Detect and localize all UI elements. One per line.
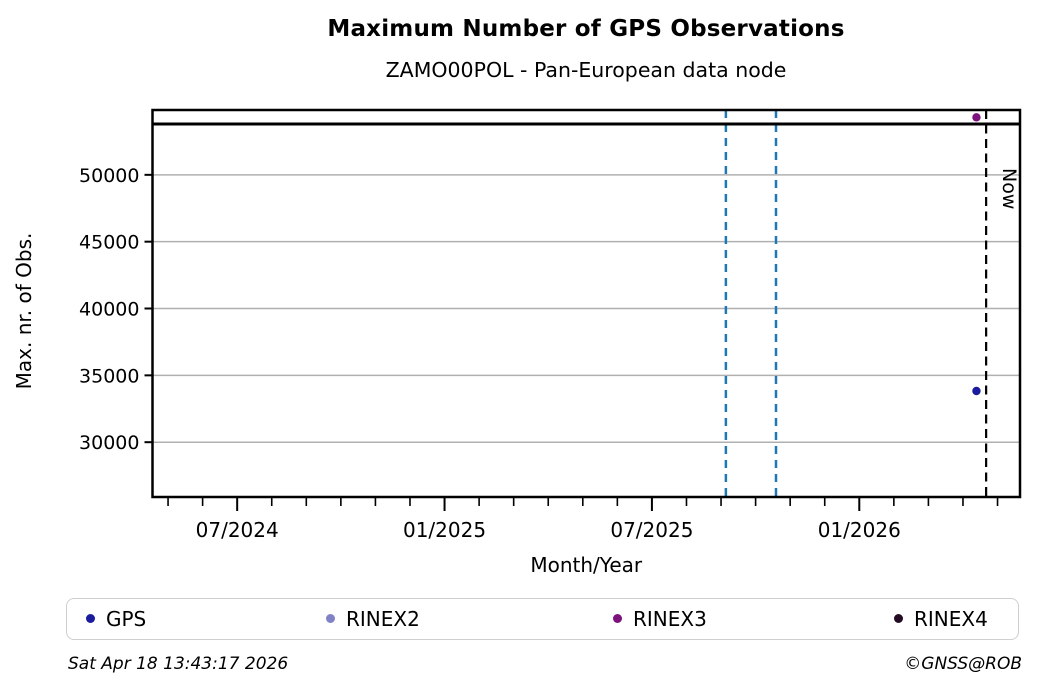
y-tick-label: 30000 <box>79 432 139 454</box>
rinex4-dot-icon <box>894 614 903 623</box>
chart-subtitle: ZAMO00POL - Pan-European data node <box>385 58 787 82</box>
x-tick-label: 01/2026 <box>818 518 901 542</box>
y-axis-label: Max. nr. of Obs. <box>12 233 36 390</box>
x-tick-label: 07/2025 <box>610 518 693 542</box>
legend-item-gps: GPS <box>86 599 146 638</box>
chart-plot-area: 30000 35000 40000 45000 50000 07/2024 01/2025 0… <box>12 108 1022 577</box>
plot-timestamp: Sat Apr 18 13:43:17 2026 <box>68 654 289 674</box>
rinex2-dot-icon <box>326 614 335 623</box>
legend-item-rinex4: RINEX4 <box>894 599 988 638</box>
legend-label-rinex2: RINEX2 <box>346 606 420 631</box>
x-tick-label: 07/2024 <box>196 518 279 542</box>
legend: GPS RINEX2 RINEX3 RINEX4 <box>66 598 1019 640</box>
rinex3-dot-icon <box>613 614 622 623</box>
gps-dot-icon <box>86 614 95 623</box>
y-tick-label: 40000 <box>79 299 139 321</box>
now-label: Now <box>998 168 1020 209</box>
y-tick-label: 35000 <box>79 365 139 387</box>
x-axis-label: Month/Year <box>530 553 643 577</box>
chart-title: Maximum Number of GPS Observations <box>327 16 845 42</box>
y-tick-label: 45000 <box>79 232 139 254</box>
data-point-rinex3 <box>972 113 981 122</box>
legend-item-rinex3: RINEX3 <box>613 599 707 638</box>
data-point-gps <box>972 386 981 396</box>
legend-label-rinex4: RINEX4 <box>914 606 988 631</box>
copyright-credit: ©GNSS@ROB <box>904 654 1022 674</box>
plot-border <box>151 108 1022 499</box>
legend-label-gps: GPS <box>106 606 147 631</box>
legend-label-rinex3: RINEX3 <box>633 606 707 631</box>
x-tick-label: 01/2025 <box>403 518 486 542</box>
legend-item-rinex2: RINEX2 <box>326 599 420 638</box>
y-tick-label: 50000 <box>79 165 139 187</box>
